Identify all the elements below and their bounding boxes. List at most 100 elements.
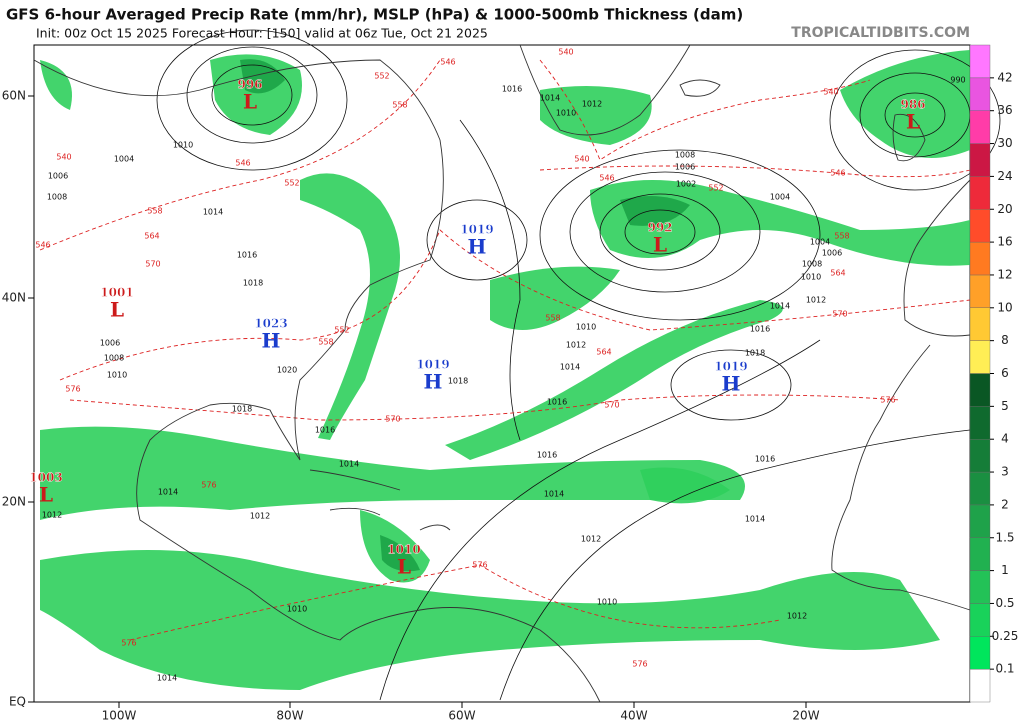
isobar-label: 1020: [277, 366, 297, 375]
isobar-label: 1010: [107, 371, 127, 380]
colorbar-segment: [969, 504, 991, 538]
lon-label: 20W: [792, 709, 819, 723]
thickness-label: 576: [65, 385, 80, 394]
thickness-label: 546: [830, 169, 845, 178]
colorbar-segment: [969, 274, 991, 309]
colorbar-segment: [969, 176, 991, 210]
thickness-label: 558: [318, 338, 333, 347]
isobar-label: 1010: [173, 141, 193, 150]
isobar-label: 990: [950, 76, 965, 85]
isobar-label: 1018: [745, 349, 765, 358]
thickness-label: 546: [235, 159, 250, 168]
center-letter: H: [722, 372, 741, 396]
colorbar-segment: [969, 471, 991, 506]
colorbar-segment: [969, 241, 991, 276]
map-area: [33, 29, 1001, 703]
isobar-label: 1004: [770, 193, 790, 202]
colorbar-segment: [969, 110, 991, 144]
thickness-label: 540: [558, 48, 573, 57]
isobar-label: 1012: [250, 512, 270, 521]
thickness-label: 570: [604, 401, 619, 410]
colorbar-segment: [969, 143, 991, 177]
center-letter: H: [468, 235, 487, 259]
isobar-label: 1006: [48, 172, 68, 181]
colorbar-label: 4: [1001, 432, 1009, 446]
thickness-contours: [39, 59, 971, 641]
thickness-label: 564: [830, 269, 845, 278]
center-letter: L: [110, 298, 124, 322]
isobar-label: 1014: [157, 674, 177, 683]
lat-label: 20N: [2, 495, 26, 509]
colorbar-label: 8: [1001, 333, 1009, 347]
thickness-label: 558: [545, 314, 560, 323]
colorbar-label: 1: [1001, 563, 1009, 577]
colorbar-label: 12: [997, 267, 1012, 281]
isobar-label: 1014: [560, 363, 580, 372]
thickness-label: 546: [599, 174, 614, 183]
isobar-label: 1014: [770, 302, 790, 311]
lat-label: 40N: [2, 291, 26, 305]
isobar-label: 1006: [822, 249, 842, 258]
center-value: 1003: [29, 471, 62, 485]
title: GFS 6-hour Averaged Precip Rate (mm/hr),…: [6, 6, 743, 24]
lon-label: 40W: [620, 709, 647, 723]
colorbar-label: 2: [1001, 497, 1009, 511]
isobar-label: 1004: [114, 155, 134, 164]
thickness-label: 564: [596, 348, 611, 357]
lon-label: 80W: [276, 709, 303, 723]
isobar-label: 1014: [544, 490, 564, 499]
thickness-label: 540: [56, 153, 71, 162]
colorbar-label: 5: [1001, 399, 1009, 413]
isobar-label: 1010: [597, 598, 617, 607]
thickness-label: 546: [440, 58, 455, 67]
isobar-label: 1016: [537, 451, 557, 460]
thickness-label: 576: [201, 481, 216, 490]
colorbar-label: 24: [997, 169, 1012, 183]
colorbar-segment: [969, 636, 991, 670]
thickness-label: 558: [834, 232, 849, 241]
isobar-label: 1016: [237, 251, 257, 260]
lat-label: 60N: [2, 89, 26, 103]
isobar-label: 1010: [287, 605, 307, 614]
isobar-label: 1018: [232, 405, 252, 414]
thickness-label: 552: [334, 326, 349, 335]
colorbar-segment: [969, 77, 991, 111]
isobar-label: 1008: [802, 260, 822, 269]
center-value: 992: [647, 221, 672, 235]
colorbar-segment: [969, 537, 991, 571]
thickness-label: 576: [632, 660, 647, 669]
isobar-label: 1016: [547, 398, 567, 407]
thickness-label: 570: [145, 260, 160, 269]
thickness-label: 558: [147, 207, 162, 216]
thickness-label: 552: [284, 179, 299, 188]
isobar-label: 1018: [243, 279, 263, 288]
lon-label: 60W: [448, 709, 475, 723]
colorbar-label: 0.5: [995, 596, 1014, 610]
thickness-label: 552: [708, 184, 723, 193]
subtitle: Init: 00z Oct 15 2025 Forecast Hour: [15…: [36, 26, 488, 41]
lon-label: 100W: [102, 709, 137, 723]
isobar-label: 1016: [502, 85, 522, 94]
thickness-label: 552: [374, 72, 389, 81]
colorbar-segment: [969, 570, 991, 604]
center-letter: L: [397, 555, 411, 579]
colorbar-segment: [969, 340, 991, 374]
isobar-label: 1010: [556, 109, 576, 118]
isobar-label: 1008: [47, 193, 67, 202]
colorbar-segment: [969, 209, 991, 243]
isobars: [156, 29, 1001, 701]
colorbar-label: 3: [1001, 465, 1009, 479]
isobar-label: 1008: [675, 151, 695, 160]
colorbar-label: 0.1: [995, 662, 1014, 676]
thickness-label: 576: [880, 396, 895, 405]
center-letter: L: [906, 110, 920, 134]
isobar-label: 1012: [42, 511, 62, 520]
colorbar-label: 16: [997, 235, 1012, 249]
isobar-label: 1012: [581, 535, 601, 544]
thickness-label: 570: [385, 415, 400, 424]
colorbar-label: 30: [997, 136, 1012, 150]
isobar-label: 1012: [787, 612, 807, 621]
isobar-label: 1014: [540, 94, 560, 103]
colorbar-label: 20: [997, 202, 1012, 216]
